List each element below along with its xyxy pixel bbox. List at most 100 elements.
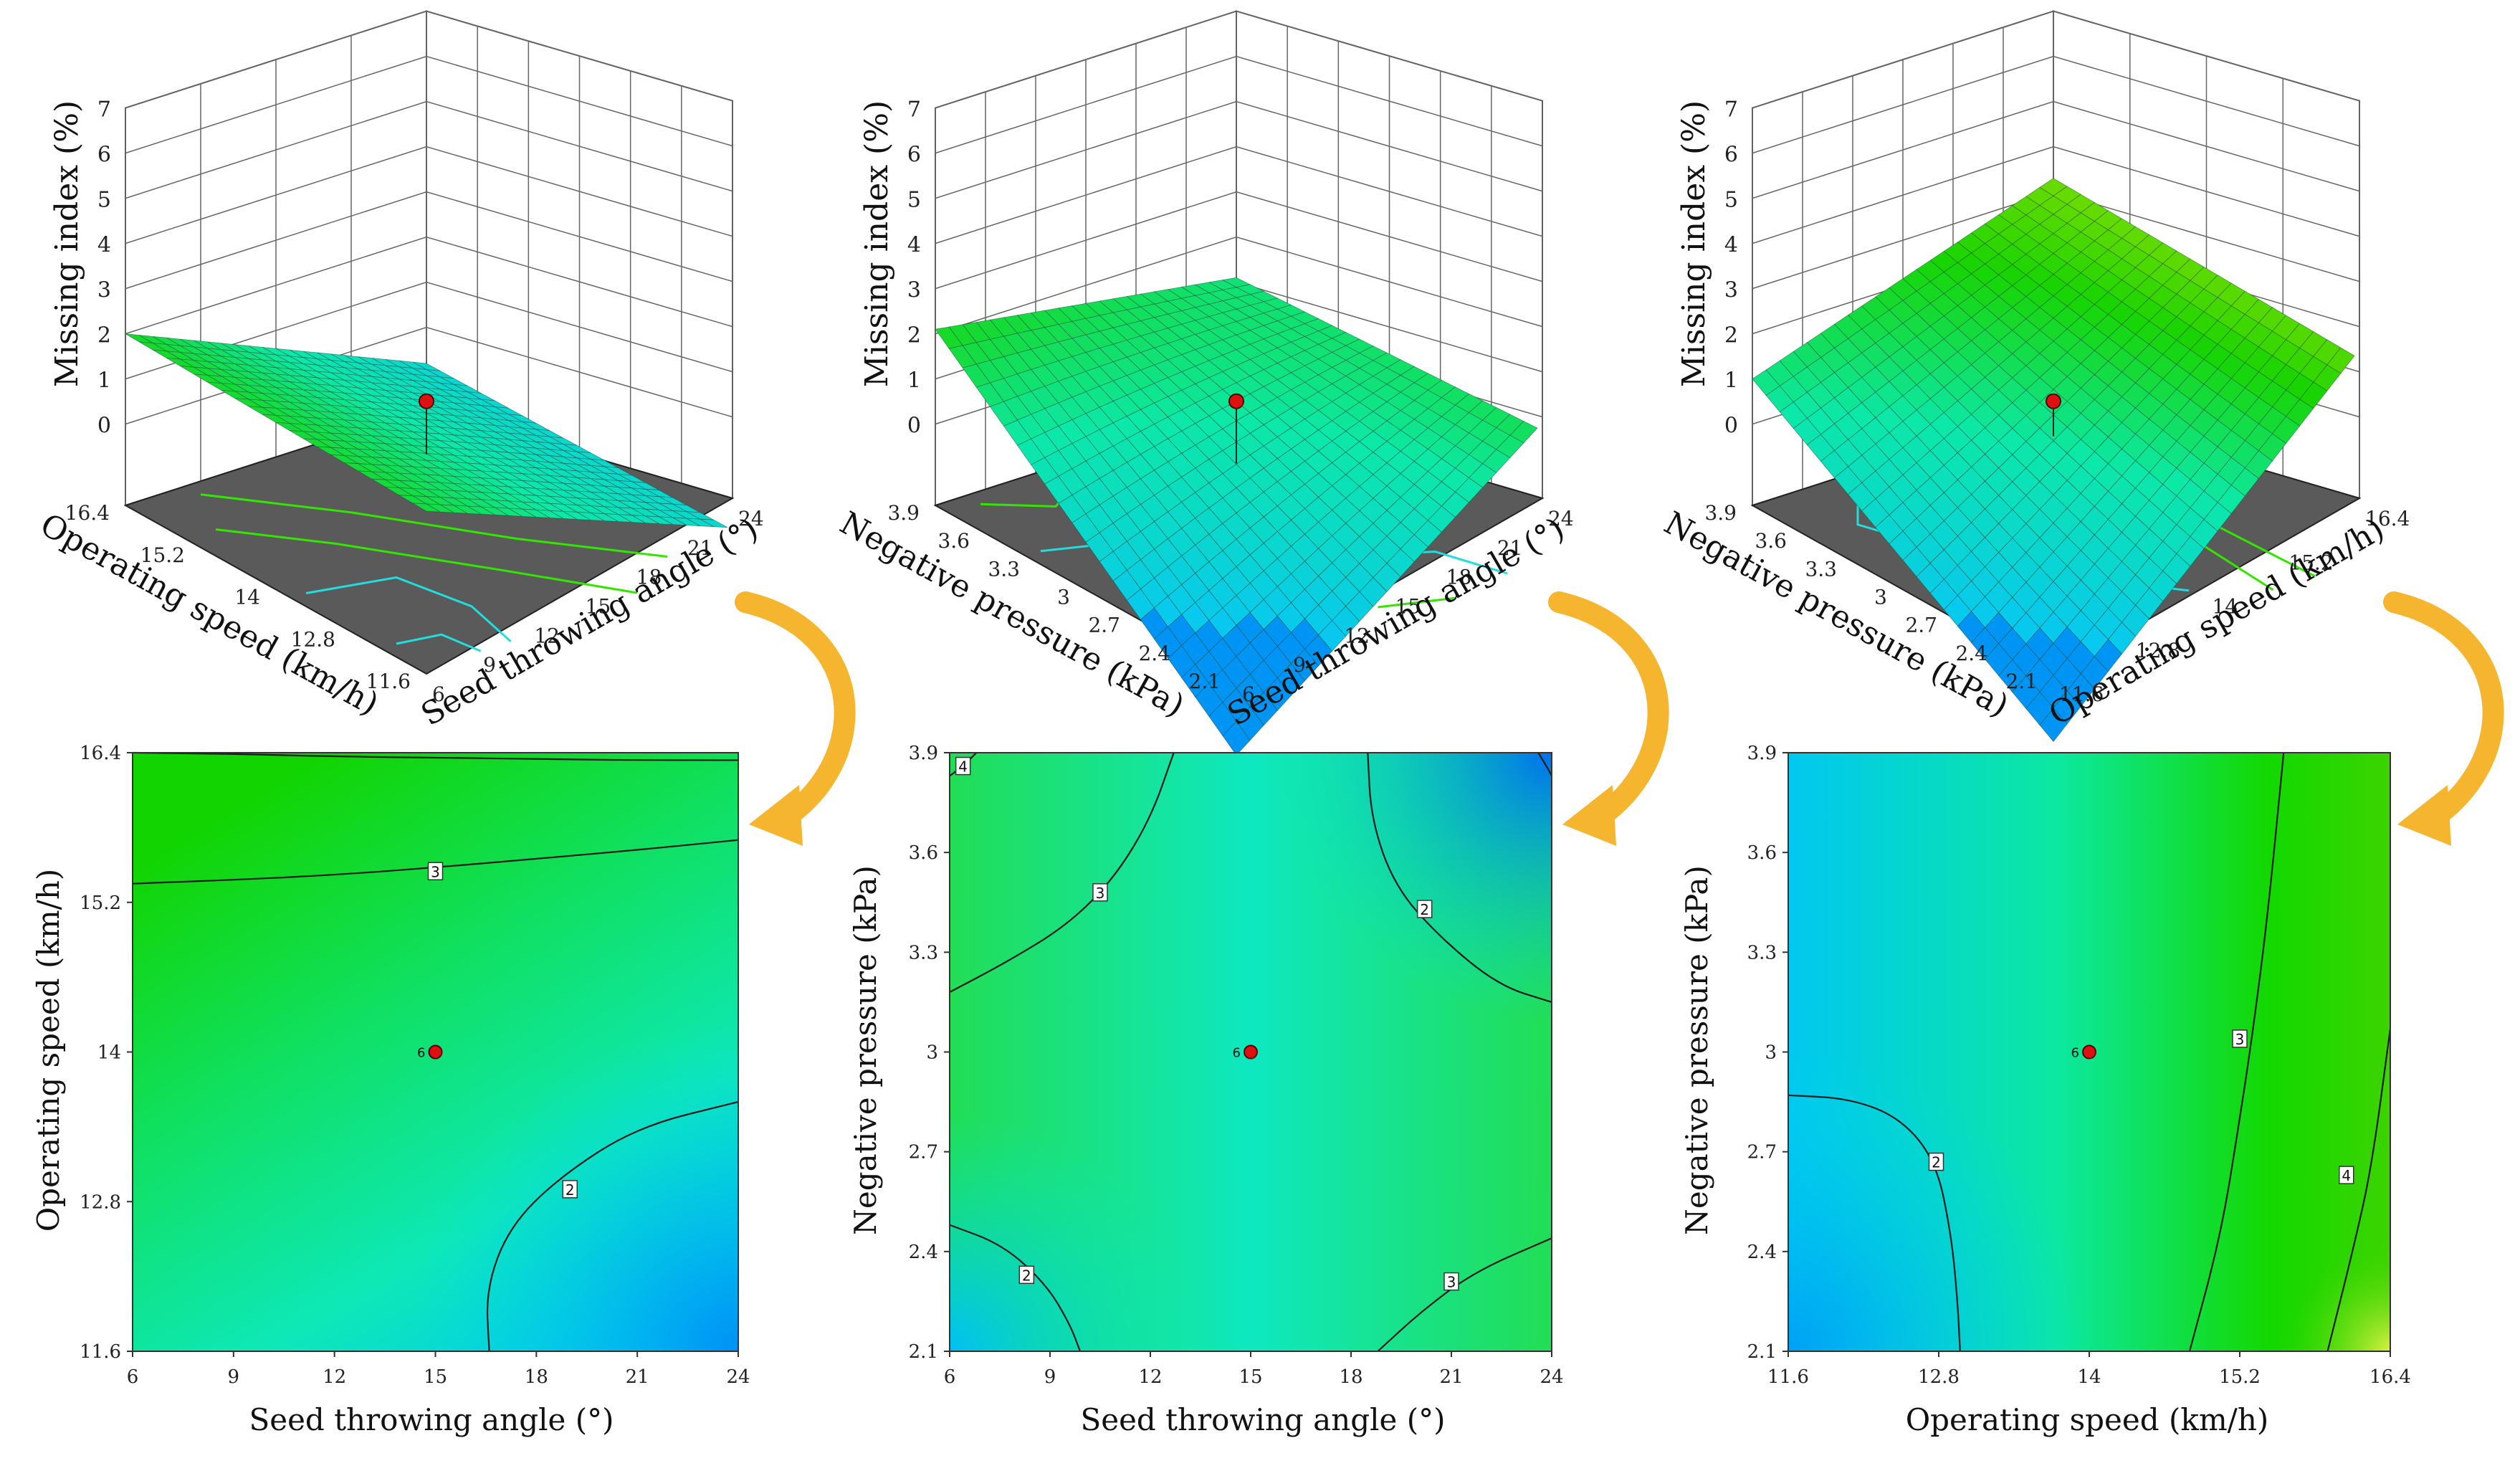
x-tick-label: 14 xyxy=(2213,595,2238,619)
x-tick-label: 12.8 xyxy=(2136,639,2180,662)
z-gridline xyxy=(125,10,733,109)
floor-contour-line xyxy=(200,493,668,558)
z-gridline xyxy=(125,55,733,154)
z-tick-label: 2 xyxy=(1724,323,1738,348)
z-gridline xyxy=(935,100,1543,199)
xlabel: Seed throwing angle (°) xyxy=(1080,1402,1445,1437)
x-tick-label: 18 xyxy=(636,566,662,589)
y-tick-label: 3.9 xyxy=(1747,743,1777,764)
x-tick-label: 15 xyxy=(424,1366,447,1388)
contour-line xyxy=(132,751,739,761)
design-point-marker xyxy=(428,1044,443,1060)
contour-level-badge xyxy=(1416,900,1433,918)
contour-line xyxy=(2326,1028,2392,1352)
z-gridline xyxy=(1752,55,2360,154)
contour-line xyxy=(1367,751,1552,1003)
y-tick-label: 2.7 xyxy=(1088,614,1120,637)
surface-cell xyxy=(412,503,441,513)
y-tick-label: 2.1 xyxy=(1188,670,1221,693)
z-gridline xyxy=(935,146,1543,244)
y-tick-label: 15.2 xyxy=(80,892,121,914)
design-point-marker xyxy=(1228,393,1244,409)
z-gridline xyxy=(935,191,1543,290)
x-tick-label: 11.6 xyxy=(2059,682,2104,706)
y-tick-label: 3.6 xyxy=(909,842,938,864)
x-tick-label: 18 xyxy=(1339,1366,1362,1388)
z-tick-label: 1 xyxy=(907,368,921,394)
y-tick-label: 3.6 xyxy=(937,529,970,553)
z-tick-label: 5 xyxy=(97,188,111,213)
y-tick-label: 12.8 xyxy=(80,1191,121,1213)
contour-line xyxy=(486,1101,739,1352)
x-tick-label: 6 xyxy=(127,1366,139,1388)
contour-level-label: 2 xyxy=(1420,901,1429,918)
z-tick-label: 4 xyxy=(907,233,921,258)
contour-level-label: 4 xyxy=(958,758,968,776)
x-tick-label: 9 xyxy=(228,1366,240,1388)
x-tick-label: 21 xyxy=(1439,1366,1463,1388)
y-tick-label: 14 xyxy=(97,1042,121,1064)
y-tick-label: 2.7 xyxy=(1747,1142,1777,1163)
floor-contour-line xyxy=(305,576,512,642)
xlabel: Operating speed (km/h) xyxy=(1906,1402,2269,1437)
y-tick-label: 3.3 xyxy=(909,942,938,963)
ylabel: Operating speed (km/h) xyxy=(31,869,66,1232)
z-gridline xyxy=(935,55,1543,154)
x-tick-label: 12 xyxy=(1344,624,1370,647)
z-gridline xyxy=(1752,10,2360,109)
design-point-marker xyxy=(2082,1044,2096,1060)
y-tick-label: 3 xyxy=(1874,586,1887,609)
contour-line xyxy=(1377,1237,1552,1353)
surface-plot-pressure-angle: 012345673.93.63.332.72.42.1691215182124 … xyxy=(834,10,1574,756)
y-tick-label: 3.9 xyxy=(887,501,920,525)
y-tick-label: 3.6 xyxy=(1747,842,1777,864)
x-tick-label: 24 xyxy=(726,1366,750,1388)
z-tick-label: 6 xyxy=(97,143,111,168)
y-tick-label: 3 xyxy=(1765,1042,1777,1064)
xlabel: Seed throwing angle (°) xyxy=(249,1402,614,1437)
z-tick-label: 7 xyxy=(1724,97,1738,123)
y-tick-label: 3.3 xyxy=(1747,942,1777,963)
y-tick-label: 15.2 xyxy=(140,543,185,567)
contour-plot-pressure-angle: 2 2 3 3 4 6 6 9 12 15 18 21 24 2.1 2.4 2.7 3 3.3 3.6 3.9 Se… xyxy=(848,743,1564,1437)
z-gridline xyxy=(935,10,1543,109)
y-tick-label: 2.4 xyxy=(1955,642,1987,665)
design-point-marker xyxy=(1244,1044,1258,1060)
z-tick-label: 6 xyxy=(1724,143,1738,168)
y-tick-label: 3.9 xyxy=(1704,501,1737,525)
x-tick-label: 14 xyxy=(2077,1366,2101,1388)
z-tick-label: 7 xyxy=(907,97,921,123)
z-gridline xyxy=(125,146,733,244)
z-tick-label: 1 xyxy=(1724,368,1738,394)
z-tick-label: 0 xyxy=(1724,414,1738,439)
x-tick-label: 21 xyxy=(626,1366,649,1388)
y-tick-label: 3.3 xyxy=(988,557,1020,581)
design-point-marker xyxy=(2046,393,2061,409)
arrow-icon xyxy=(1548,591,1669,846)
y-tick-label: 2.7 xyxy=(1905,614,1937,637)
y-tick-label: 2.1 xyxy=(2005,670,2038,693)
contour-level-badge xyxy=(1443,1272,1459,1291)
y-tick-label: 2.1 xyxy=(909,1341,938,1363)
y-tick-label: 16.4 xyxy=(65,501,110,525)
x-tick-label: 15.2 xyxy=(2288,551,2333,574)
z-tick-label: 5 xyxy=(1724,188,1738,213)
zlabel: Missing index (%) xyxy=(859,100,895,387)
contour-level-label: 3 xyxy=(1447,1274,1456,1291)
x-tick-label: 16.4 xyxy=(2369,1366,2411,1388)
z-tick-label: 4 xyxy=(1724,233,1738,258)
x-tick-label: 6 xyxy=(944,1366,956,1388)
x-tick-label: 9 xyxy=(483,653,496,677)
zlabel: Missing index (%) xyxy=(1676,100,1712,387)
contour-level-badge xyxy=(1092,883,1108,902)
z-tick-label: 3 xyxy=(907,278,921,303)
contour-level-badge xyxy=(1928,1152,1944,1171)
contour-line xyxy=(131,839,739,885)
z-tick-label: 6 xyxy=(907,143,921,168)
z-tick-label: 2 xyxy=(907,323,921,348)
z-tick-label: 0 xyxy=(97,414,111,439)
x-tick-label: 12 xyxy=(534,624,560,647)
contour-line xyxy=(949,752,1175,993)
y-tick-label: 2.4 xyxy=(909,1242,938,1263)
